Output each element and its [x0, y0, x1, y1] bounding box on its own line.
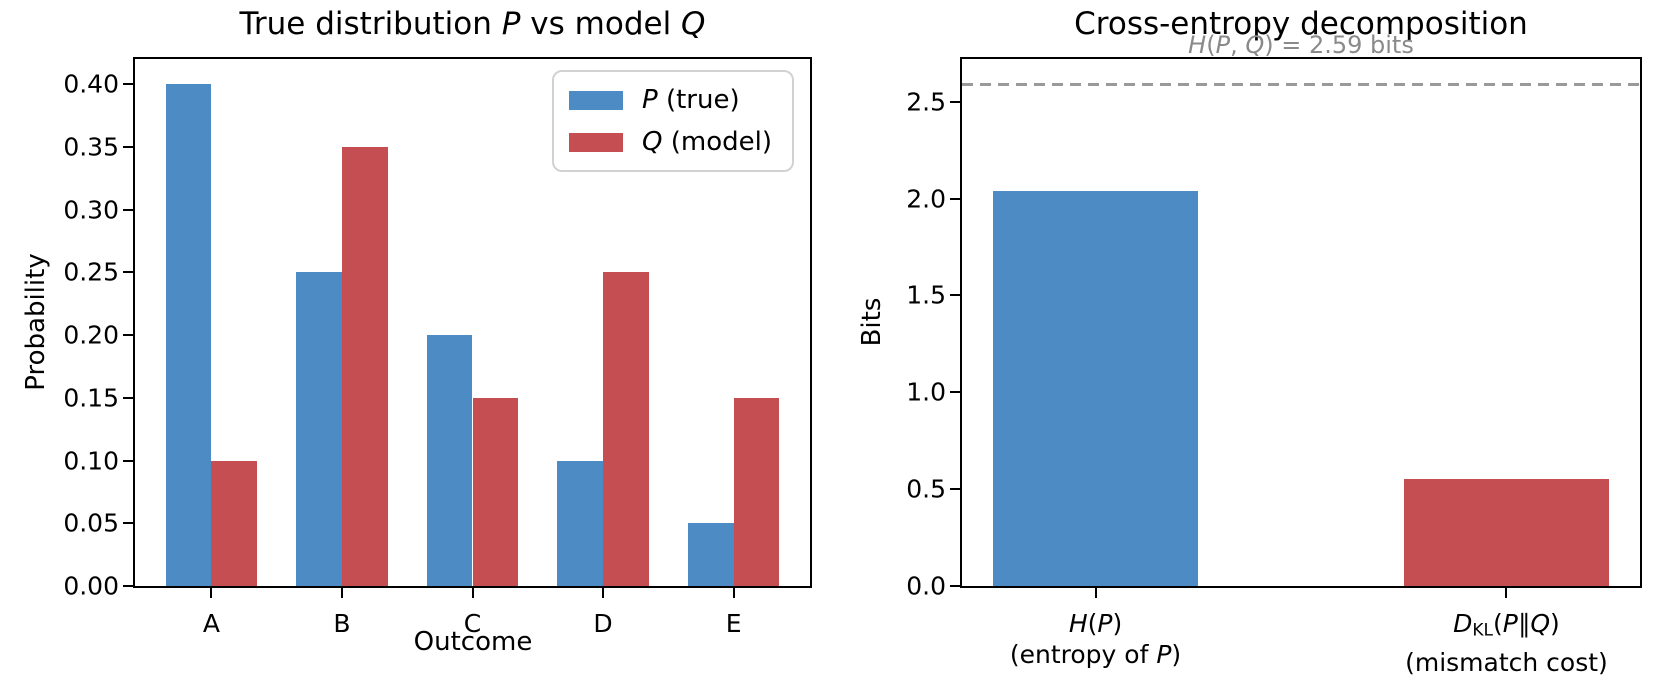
- bar-p-b: [296, 272, 342, 586]
- x-tick-label: E: [725, 609, 742, 638]
- y-tick: [123, 459, 133, 462]
- y-tick: [123, 208, 133, 211]
- x-tick: [1505, 586, 1508, 598]
- legend: P (true) Q (model): [552, 70, 794, 172]
- y-tick: [123, 396, 133, 399]
- bar-p-e: [687, 523, 734, 586]
- bar-q-e: [733, 397, 780, 586]
- legend-swatch-q-icon: [569, 132, 624, 152]
- y-tick: [950, 100, 960, 103]
- y-tick-label: 0.0: [906, 571, 946, 601]
- crossentropy-annotation: H(P, Q) = 2.59 bits: [1188, 31, 1414, 59]
- bar-q-d: [603, 272, 649, 586]
- x-tick: [602, 586, 605, 598]
- y-tick-label: 1.0: [906, 377, 946, 407]
- y-tick: [123, 271, 133, 274]
- legend-item: Q (model): [569, 127, 772, 157]
- x-tick-label: H(P) (entropy of P): [1010, 608, 1181, 670]
- x-tick: [340, 586, 343, 598]
- y-tick-label: 1.5: [906, 280, 946, 310]
- x-tick-line: H(P): [1068, 609, 1123, 638]
- legend-item: P (true): [569, 85, 772, 115]
- bar-q-b: [341, 146, 388, 586]
- legend-label: Q (model): [642, 127, 772, 157]
- y-tick: [950, 391, 960, 394]
- y-tick-label: 0.15: [63, 383, 119, 413]
- y-tick: [123, 145, 133, 148]
- x-tick-label: B: [333, 609, 351, 638]
- y-axis-label: Bits: [857, 297, 887, 347]
- x-tick: [471, 586, 474, 598]
- y-tick-label: 0.05: [63, 508, 119, 538]
- plot-area: 0.00 0.05 0.10 0.15 0.20 0.25 0.30 0.35 0.40 A B C D…: [63, 57, 812, 638]
- y-tick-label: 2.0: [906, 184, 946, 213]
- legend-label: P (true): [642, 85, 740, 115]
- x-tick: [732, 586, 735, 598]
- x-tick-label: D: [593, 609, 613, 638]
- y-tick-label: 0.40: [63, 69, 119, 99]
- x-tick: [1094, 586, 1097, 598]
- x-axis-label: Outcome: [413, 627, 533, 657]
- y-tick-label: 0.30: [63, 195, 119, 225]
- x-tick-line: (mismatch cost): [1405, 647, 1608, 677]
- y-axis-label: Probability: [21, 253, 51, 391]
- chart-title: True distribution P vs model Q: [239, 6, 706, 42]
- bar-hp: [992, 190, 1199, 586]
- bar-p-a: [165, 84, 212, 586]
- bar-p-c: [426, 335, 473, 586]
- y-tick: [123, 334, 133, 337]
- y-tick-label: 0.25: [63, 257, 119, 287]
- bar-q-c: [472, 397, 519, 586]
- bar-q-a: [211, 460, 258, 586]
- x-tick: [210, 586, 213, 598]
- y-tick: [950, 197, 960, 200]
- legend-swatch-p-icon: [569, 90, 624, 110]
- y-tick-label: 0.20: [63, 320, 119, 350]
- y-tick-label: 0.00: [63, 571, 119, 601]
- y-tick-label: 2.5: [906, 87, 946, 117]
- x-tick-label: A: [202, 609, 220, 638]
- y-tick: [123, 585, 133, 587]
- x-tick-line: (entropy of P): [1009, 640, 1182, 669]
- y-tick-label: 0.10: [63, 446, 119, 476]
- y-tick: [950, 488, 960, 491]
- y-tick-label: 0.35: [63, 132, 119, 162]
- y-tick: [950, 294, 960, 297]
- plot-area: 0.0 0.5 1.0 1.5 2.0 2.5 H(P) (entropy of P) DKL(…: [906, 57, 1642, 677]
- x-tick-line: DKL(P∥Q): [1453, 609, 1560, 641]
- chart-title: Cross-entropy decomposition: [1074, 6, 1528, 42]
- x-tick-label: C: [463, 609, 482, 638]
- bar-dkl: [1403, 479, 1610, 586]
- y-tick-label: 0.5: [906, 474, 946, 504]
- y-tick: [950, 585, 960, 587]
- y-tick: [123, 522, 133, 525]
- crossentropy-dashed-line: [962, 82, 1640, 86]
- y-tick: [123, 83, 133, 86]
- bar-p-d: [557, 460, 604, 586]
- x-tick-label: DKL(P∥Q) (mismatch cost): [1405, 608, 1608, 678]
